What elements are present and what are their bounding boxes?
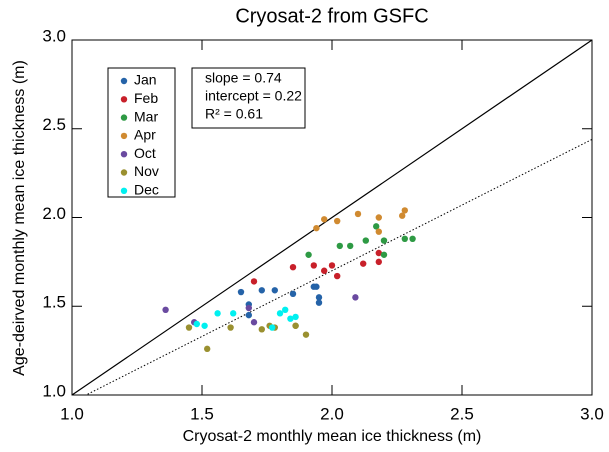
y-tick-label: 1.5 [42,293,66,312]
point [375,228,382,235]
point [292,322,299,329]
point [310,262,317,269]
x-tick-label: 3.0 [580,404,604,423]
chart-title: Cryosat-2 from GSFC [235,5,428,27]
x-tick-label: 1.5 [190,404,214,423]
point [328,262,336,269]
point [321,216,328,223]
point [214,310,221,317]
legend-marker [120,96,128,103]
legend-label: Feb [134,90,158,106]
stats-text: intercept = 0.22 [205,88,302,104]
y-tick-label: 2.5 [42,115,66,134]
point [201,322,208,329]
point [375,258,382,266]
point [258,326,265,333]
legend-marker [120,132,128,140]
y-tick-label: 3.0 [42,26,66,45]
x-tick-label: 2.5 [450,404,474,423]
point [287,315,294,322]
point [227,324,234,331]
legend-label: Apr [134,127,156,143]
legend-label: Mar [134,108,158,124]
point [321,267,328,274]
point [360,260,367,267]
point [347,242,354,250]
point [373,223,380,230]
point [305,251,312,258]
point [276,310,284,317]
point [245,304,252,312]
point [354,210,362,218]
point [313,224,320,232]
legend-marker [120,114,128,121]
y-tick-label: 2.0 [42,204,66,223]
point [289,264,297,271]
stats-box [191,67,306,129]
point [302,331,310,338]
point [250,278,258,285]
y-tick-label: 1.0 [42,381,66,400]
point [313,283,320,290]
point [362,237,369,244]
point [401,235,408,242]
point [162,306,169,313]
point [250,319,258,326]
point [315,299,323,306]
point [245,311,252,319]
point [380,237,388,244]
y-axis-label: Age-deirved monthly mean ice thickness (… [11,60,28,376]
point [334,217,341,225]
point [269,324,276,331]
legend-box [107,67,176,198]
point [289,290,297,298]
x-axis-label: Cryosat-2 monthly mean ice thickness (m) [183,428,482,445]
point [315,294,323,301]
point [352,294,359,301]
legend-label: Dec [134,182,159,198]
identity-line [72,40,592,395]
point [380,251,388,258]
point [282,306,289,313]
point [375,214,382,221]
legend-marker [120,187,128,194]
point [399,212,406,219]
legend-label: Nov [134,163,159,179]
legend-marker [120,77,128,85]
point [375,249,382,257]
point [237,288,245,296]
point [258,287,265,294]
stats-text: slope = 0.74 [205,70,282,86]
point [204,345,211,353]
x-tick-label: 1.0 [60,404,84,423]
fit-line [84,138,592,395]
legend-label: Jan [134,72,157,88]
point [271,287,278,294]
x-tick-label: 2.0 [320,404,344,423]
point [292,313,299,321]
legend-marker [120,151,128,158]
point [401,207,408,214]
plot-area [72,40,592,395]
point [409,235,416,242]
point [336,242,343,250]
point [334,272,341,280]
legend-label: Oct [134,145,156,161]
legend-marker [120,169,128,176]
point [193,320,200,328]
stats-text: R² = 0.61 [205,106,263,122]
point [185,324,193,331]
point [230,310,237,317]
